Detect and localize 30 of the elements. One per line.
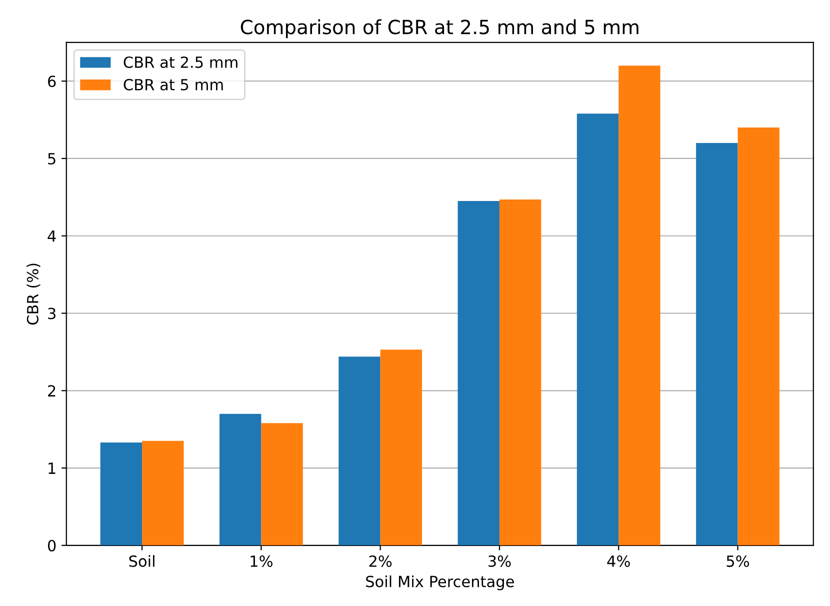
x-tick-label: Soil	[129, 555, 154, 567]
y-tick-label: 4	[48, 230, 56, 242]
bar	[618, 66, 660, 546]
bar	[100, 442, 142, 546]
bar	[219, 414, 262, 546]
x-tick-label: 1%	[250, 555, 272, 567]
legend-label: CBR at 2.5 mm	[124, 56, 238, 68]
bar	[738, 128, 780, 546]
bar	[380, 350, 422, 546]
bar	[696, 143, 738, 546]
bar	[142, 440, 184, 546]
y-tick-label: 0	[48, 540, 56, 552]
x-tick-label: 5%	[726, 555, 750, 567]
y-tick-label: 3	[48, 308, 56, 320]
legend-label: CBR at 5 mm	[124, 78, 223, 90]
bar	[499, 200, 542, 546]
bar	[261, 423, 303, 546]
x-tick-label: 4%	[607, 555, 630, 567]
y-axis-title: CBR (%)	[26, 264, 40, 325]
x-tick-label: 2%	[369, 555, 392, 567]
bar	[338, 356, 380, 546]
y-tick-label: 1	[48, 462, 56, 474]
y-tick-label: 5	[48, 153, 56, 165]
x-tick-label: 3%	[488, 555, 511, 567]
chart-title: Comparison of CBR at 2.5 mm and 5 mm	[240, 19, 638, 38]
x-axis-title: Soil Mix Percentage	[366, 575, 514, 590]
y-tick-label: 2	[48, 385, 56, 396]
y-tick-label: 6	[48, 76, 56, 88]
bar	[458, 201, 500, 546]
bar	[576, 114, 619, 546]
